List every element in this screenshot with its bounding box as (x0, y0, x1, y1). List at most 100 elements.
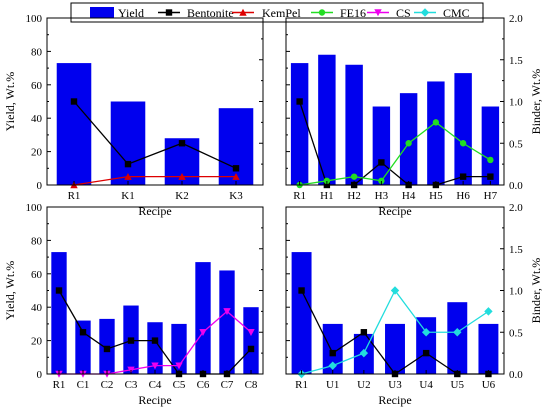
point-bentonite-R1 (296, 98, 303, 105)
point-bentonite-R1 (70, 98, 78, 105)
bar-U6 (478, 323, 499, 374)
left-tick-label: 20 (31, 336, 43, 348)
point-bentonite-C4 (151, 337, 159, 344)
point-bentonite-U2 (360, 329, 368, 336)
left-tick-label: 40 (31, 302, 43, 314)
point-bentonite-R1 (55, 287, 63, 294)
bar-C8 (243, 307, 259, 374)
x-tick-label-U1: U1 (326, 379, 339, 391)
x-tick-label-U2: U2 (357, 379, 370, 391)
point-bentonite-C3 (127, 337, 135, 344)
series-line-kempel (73, 175, 236, 186)
left-tick-label: 40 (31, 113, 43, 125)
x-tick-label-H1: H1 (320, 190, 333, 202)
left-tick-label: 100 (26, 202, 43, 214)
legend-marker (239, 8, 247, 16)
x-tick-label-R1: R1 (68, 190, 81, 202)
point-bentonite-K1 (124, 160, 132, 168)
x-tick-label-K2: K2 (175, 190, 188, 202)
bar-K3 (218, 108, 254, 185)
bar-C5 (171, 323, 187, 374)
x-tick-label-C5: C5 (173, 379, 186, 391)
bar-R1 (290, 63, 309, 186)
bar-K1 (110, 101, 146, 185)
panel-2: 0.0 0.5 1.0 1.5 2.0 R1 H1 H2 H3 H4 H5 H6 H7 Recipe Bin… (285, 13, 543, 218)
right-tick-label: 1.0 (509, 97, 523, 109)
series-line-fe16 (299, 121, 491, 186)
left-tick-label: 20 (31, 147, 43, 159)
x-tick-label-C8: C8 (245, 379, 258, 391)
x-tick-label-H7: H7 (484, 190, 498, 202)
bar-H6 (454, 73, 472, 185)
legend-marker (420, 8, 430, 17)
x-tick-label-C3: C3 (125, 379, 138, 391)
x-tick-label-C7: C7 (221, 379, 234, 391)
left-tick-label: 60 (31, 80, 43, 92)
right-tick-label: 1.0 (509, 286, 523, 298)
x-axis-title: Recipe (138, 393, 171, 407)
left-tick-label: 0 (37, 180, 43, 192)
x-tick-label-U6: U6 (482, 379, 496, 391)
x-tick-label-H5: H5 (429, 190, 443, 202)
x-tick-label-H2: H2 (347, 190, 360, 202)
point-bentonite-U4 (422, 349, 430, 357)
legend-label: Yield (118, 6, 144, 20)
point-fe16-H7 (487, 156, 494, 164)
x-tick-label-C4: C4 (149, 379, 162, 391)
left-tick-label: 60 (31, 269, 43, 281)
point-bentonite-C1 (79, 329, 87, 336)
bar-R1 (291, 252, 312, 374)
point-bentonite-C2 (103, 345, 111, 353)
point-cmc-U1 (328, 361, 337, 370)
point-fe16-H4 (405, 140, 412, 147)
point-cmc-U5 (453, 328, 462, 337)
legend-marker (374, 9, 382, 17)
left-tick-label: 80 (31, 46, 43, 58)
panel-4: 0.0 0.5 1.0 1.5 2.0 R1 U1 U2 U3 U4 U5 U6 Recipe Binde… (285, 202, 543, 407)
bar-C6 (195, 262, 211, 374)
bar-U4 (416, 317, 437, 374)
point-cs-C5 (175, 362, 183, 370)
point-bentonite-H7 (487, 173, 494, 180)
point-bentonite-H3 (378, 159, 385, 166)
point-cs-C8 (247, 329, 255, 336)
legend-item-cs: CS (367, 6, 411, 20)
series-line-bentonite (73, 101, 237, 169)
x-tick-label-H6: H6 (456, 190, 470, 202)
legend-item-cmc: CMC (414, 6, 470, 20)
panels: 0 20 40 60 80 100 R1 K1 K2 K3 Recipe Yield, Wt.% 0.0… (3, 13, 543, 407)
x-tick-label-C1: C1 (77, 379, 90, 391)
legend-marker (165, 9, 173, 16)
y-axis-title-right: Binder, Wt.% (529, 69, 543, 135)
point-fe16-H2 (350, 173, 358, 180)
bar-H5 (427, 81, 445, 185)
point-bentonite-H6 (459, 173, 467, 180)
point-cmc-U4 (421, 328, 431, 337)
legend-marker (318, 9, 326, 16)
bar-H1 (318, 54, 336, 185)
bar-C7 (219, 270, 235, 374)
point-cs-C4 (151, 362, 159, 370)
legend: Yield Bentonite KemPel FE16 CS CMC (70, 2, 484, 23)
y-axis-title-left: Yield, Wt.% (3, 261, 17, 320)
point-fe16-H5 (432, 119, 440, 126)
bar-U5 (447, 302, 468, 374)
left-tick-label: 80 (31, 235, 43, 247)
panel-1: 0 20 40 60 80 100 R1 K1 K2 K3 Recipe Yield, Wt.% (3, 13, 264, 218)
x-tick-label-U4: U4 (419, 379, 433, 391)
point-fe16-H3 (378, 177, 385, 185)
y-axis-title-right: Binder, Wt.% (529, 258, 543, 324)
legend-item-fe16: FE16 (311, 6, 366, 20)
x-axis-title: Recipe (138, 204, 171, 218)
legend-label: CS (396, 6, 411, 20)
point-bentonite-K3 (232, 165, 240, 172)
legend-item-yield: Yield (90, 6, 144, 20)
bar-C4 (147, 322, 163, 374)
x-tick-label-H3: H3 (375, 190, 389, 202)
x-tick-label-U5: U5 (451, 379, 465, 391)
point-kempel-K2 (178, 172, 186, 180)
x-tick-label-C6: C6 (197, 379, 210, 391)
legend-item-bentonite: Bentonite (158, 6, 234, 20)
x-axis-title: Recipe (378, 393, 411, 407)
legend-item-kempel: KemPel (232, 6, 301, 20)
